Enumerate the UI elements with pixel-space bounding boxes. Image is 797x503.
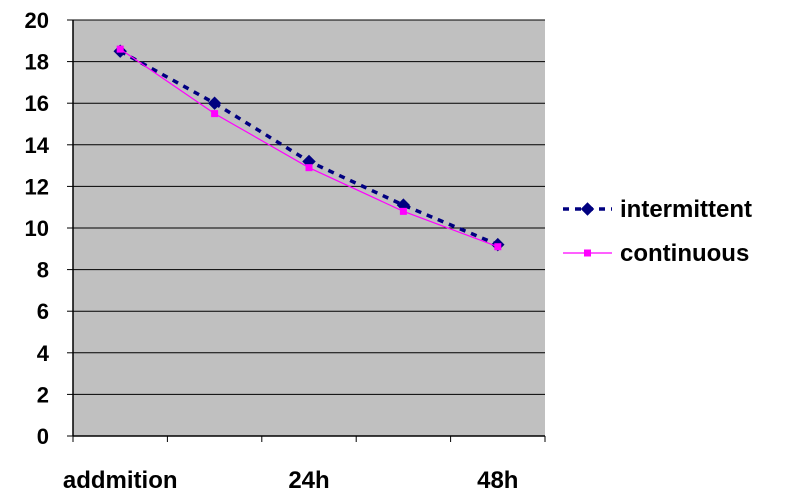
data-point-continuous [494,243,502,251]
data-point-intermittent [207,96,222,110]
y-tick-label: 20 [25,8,49,33]
y-tick-label: 18 [25,50,49,75]
data-point-continuous [116,45,124,53]
data-point-continuous [399,207,407,215]
y-tick-label: 10 [25,216,49,241]
series-layer [113,44,505,252]
legend-marker-continuous [584,249,591,257]
legend-label-continuous: continuous [620,240,749,267]
x-tick-label: addmition [63,467,178,494]
y-tick-label: 6 [37,299,49,324]
gridlines [73,19,545,395]
y-tick-label: 16 [25,91,49,116]
y-tick-label: 14 [25,133,50,158]
data-point-continuous [211,110,219,118]
y-tick-label: 2 [37,382,49,407]
y-tick-label: 4 [37,341,50,366]
x-tick-label: 48h [477,467,518,494]
legend: intermittent continuous [563,196,752,267]
x-axis-ticks: addmition 24h 48h [63,436,546,494]
y-tick-label: 0 [37,424,49,449]
data-point-continuous [305,164,313,172]
y-tick-label: 12 [25,174,49,199]
y-axis-ticks: 0 2 4 6 8 10 12 14 16 18 20 [25,8,73,449]
legend-label-intermittent: intermittent [620,196,752,223]
x-tick-label: 24h [288,467,329,494]
legend-marker-intermittent [580,202,595,216]
y-tick-label: 8 [37,258,49,283]
